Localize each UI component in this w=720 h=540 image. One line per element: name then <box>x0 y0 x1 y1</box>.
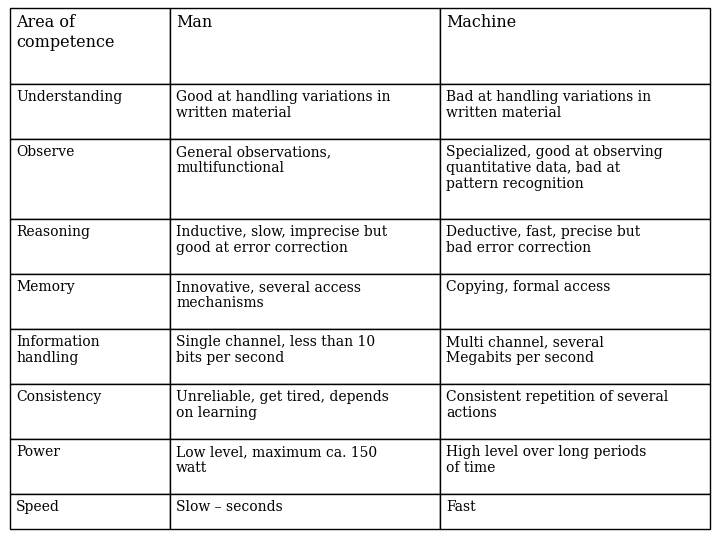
Text: Multi channel, several
Megabits per second: Multi channel, several Megabits per seco… <box>446 335 604 365</box>
Text: Innovative, several access
mechanisms: Innovative, several access mechanisms <box>176 280 361 310</box>
Bar <box>10 439 170 494</box>
Text: Machine: Machine <box>446 14 516 31</box>
Bar <box>440 84 710 139</box>
Bar <box>10 384 170 439</box>
Bar <box>10 8 170 84</box>
Text: Observe: Observe <box>16 145 74 159</box>
Text: Information
handling: Information handling <box>16 335 99 365</box>
Bar <box>440 494 710 529</box>
Bar <box>10 219 170 274</box>
Text: Inductive, slow, imprecise but
good at error correction: Inductive, slow, imprecise but good at e… <box>176 225 387 255</box>
Bar <box>10 84 170 139</box>
Bar <box>440 384 710 439</box>
Bar <box>10 139 170 219</box>
Text: Area of
competence: Area of competence <box>16 14 114 51</box>
Bar <box>440 8 710 84</box>
Text: Good at handling variations in
written material: Good at handling variations in written m… <box>176 90 390 120</box>
Text: Fast: Fast <box>446 500 476 514</box>
Bar <box>170 139 440 219</box>
Text: Power: Power <box>16 445 60 459</box>
Bar <box>10 329 170 384</box>
Bar <box>170 384 440 439</box>
Bar <box>170 84 440 139</box>
Text: High level over long periods
of time: High level over long periods of time <box>446 445 647 475</box>
Bar <box>10 494 170 529</box>
Text: Understanding: Understanding <box>16 90 122 104</box>
Text: Man: Man <box>176 14 212 31</box>
Text: Memory: Memory <box>16 280 75 294</box>
Text: Reasoning: Reasoning <box>16 225 90 239</box>
Text: Consistency: Consistency <box>16 390 102 404</box>
Text: General observations,
multifunctional: General observations, multifunctional <box>176 145 331 175</box>
Bar <box>440 219 710 274</box>
Bar <box>10 274 170 329</box>
Text: Unreliable, get tired, depends
on learning: Unreliable, get tired, depends on learni… <box>176 390 389 420</box>
Text: Low level, maximum ca. 150
watt: Low level, maximum ca. 150 watt <box>176 445 377 475</box>
Text: Deductive, fast, precise but
bad error correction: Deductive, fast, precise but bad error c… <box>446 225 640 255</box>
Text: Bad at handling variations in
written material: Bad at handling variations in written ma… <box>446 90 651 120</box>
Bar <box>170 494 440 529</box>
Bar <box>170 8 440 84</box>
Text: Copying, formal access: Copying, formal access <box>446 280 611 294</box>
Bar <box>440 274 710 329</box>
Text: Single channel, less than 10
bits per second: Single channel, less than 10 bits per se… <box>176 335 375 365</box>
Bar <box>170 219 440 274</box>
Bar <box>170 439 440 494</box>
Text: Slow – seconds: Slow – seconds <box>176 500 283 514</box>
Bar <box>170 329 440 384</box>
Bar <box>170 274 440 329</box>
Text: Specialized, good at observing
quantitative data, bad at
pattern recognition: Specialized, good at observing quantitat… <box>446 145 662 191</box>
Bar <box>440 329 710 384</box>
Bar <box>440 139 710 219</box>
Bar <box>440 439 710 494</box>
Text: Consistent repetition of several
actions: Consistent repetition of several actions <box>446 390 668 420</box>
Text: Speed: Speed <box>16 500 60 514</box>
